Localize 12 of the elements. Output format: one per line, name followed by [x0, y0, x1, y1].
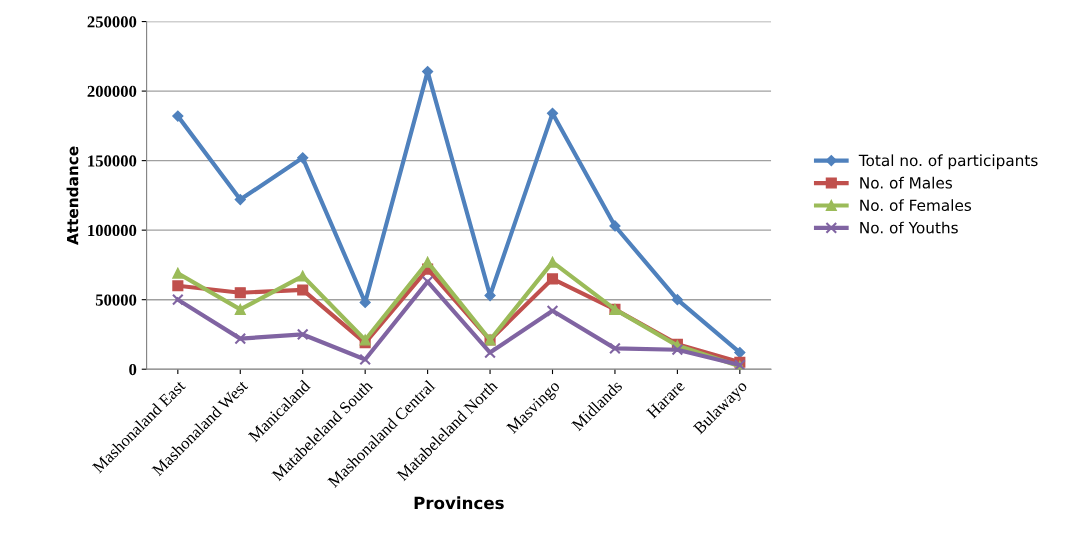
y-tick-label: 250000 — [87, 16, 137, 28]
legend-label: No. of Males — [860, 176, 953, 189]
y-tick-label: 200000 — [87, 85, 137, 98]
y-tick-label: 100000 — [88, 224, 137, 237]
y-tick-label: 150000 — [88, 155, 137, 167]
y-axis-title: Attendance — [66, 146, 79, 245]
legend-label: Total no. of participants — [858, 154, 1038, 170]
y-tick-label: 50000 — [95, 294, 137, 306]
y-tick-label: 0 — [129, 363, 137, 376]
legend-label: No. of Youths — [860, 221, 958, 234]
legend-label: No. of Females — [860, 199, 972, 212]
x-axis-title: Provinces — [414, 496, 504, 510]
